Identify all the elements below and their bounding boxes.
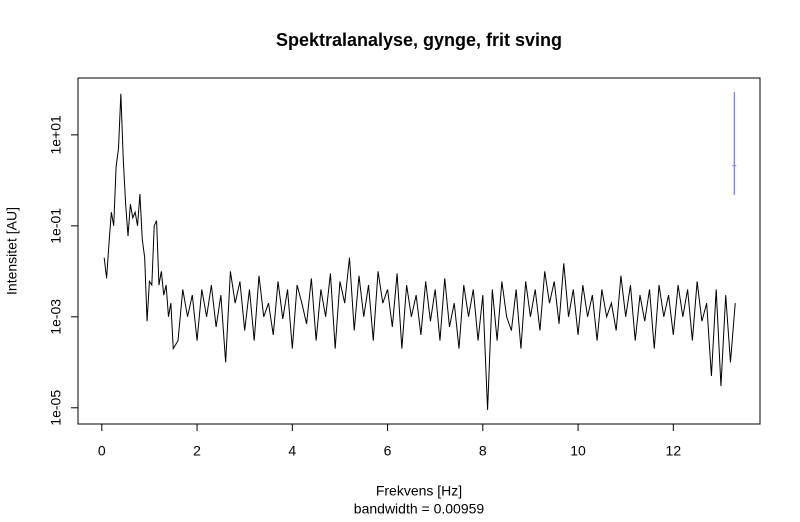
x-tick-label: 2 [193, 443, 201, 459]
spectrum-line [103, 93, 736, 410]
y-tick-label: 1e+01 [48, 115, 64, 155]
chart-title: Spektralanalyse, gynge, frit sving [276, 30, 562, 50]
plot-frame [77, 77, 761, 425]
x-tick-label: 6 [384, 443, 392, 459]
x-tick-label: 0 [98, 443, 106, 459]
x-tick-label: 4 [288, 443, 296, 459]
y-tick-label: 1e-01 [48, 208, 64, 244]
x-axis-sublabel: bandwidth = 0.00959 [354, 501, 485, 517]
x-tick-label: 10 [570, 443, 586, 459]
y-tick-label: 1e-03 [48, 299, 64, 335]
x-tick-label: 8 [479, 443, 487, 459]
y-axis-label: Intensitet [AU] [4, 207, 20, 295]
y-tick-label: 1e-05 [48, 390, 64, 426]
x-tick-label: 12 [666, 443, 682, 459]
x-axis-label: Frekvens [Hz] [376, 483, 462, 499]
